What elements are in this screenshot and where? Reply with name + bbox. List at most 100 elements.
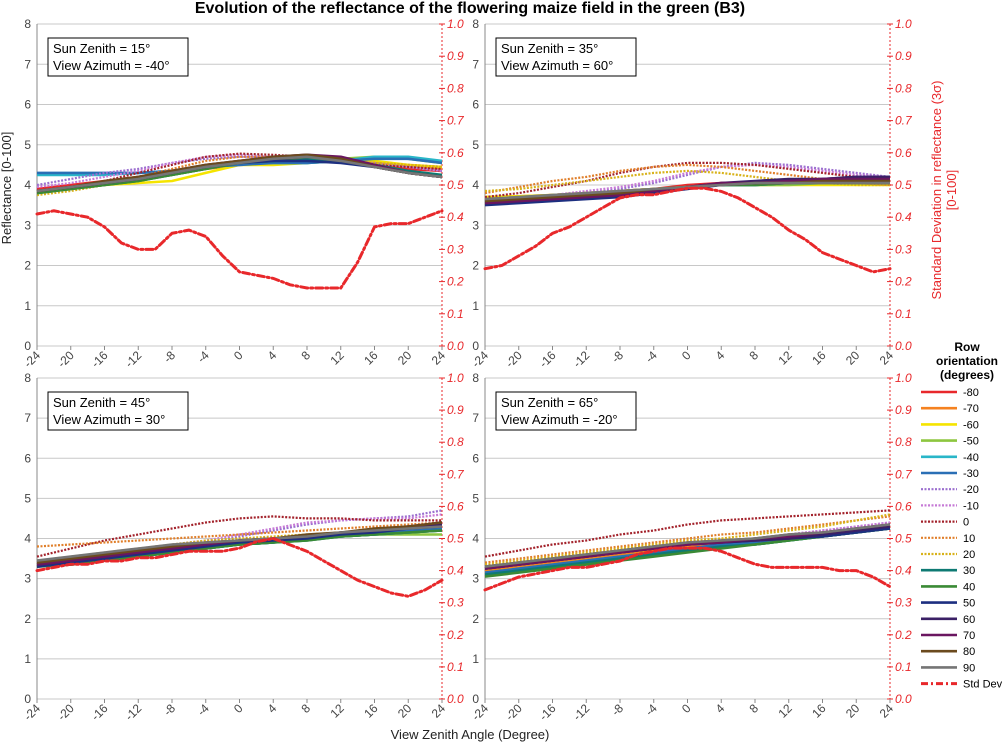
y-tick-label: 4 [24, 532, 31, 546]
y2-tick-label: 0.4 [895, 564, 912, 578]
annotation-box: Sun Zenith = 15° View Azimuth = -40° [47, 37, 189, 77]
x-tick-label: -16 [536, 348, 558, 370]
legend-label: 0 [963, 517, 969, 529]
x-tick-label: 8 [298, 348, 313, 363]
y-tick-label: 7 [24, 57, 31, 71]
x-tick-label: 8 [746, 348, 761, 363]
legend-items: -80 -70 -60 -50 -40 -30 -20 -10 0 10 20 30 40 50 60 70 8… [921, 387, 1003, 691]
y2-tick-label: 0.3 [447, 242, 464, 256]
y-tick-label: 4 [472, 532, 479, 546]
y-tick-label: 0 [472, 339, 479, 353]
x-tick-label: -4 [642, 348, 660, 366]
y2-tick-label: 0.2 [895, 275, 912, 289]
y2-tick-label: 0.9 [447, 403, 464, 417]
y2-tick-label: 0.7 [895, 467, 913, 481]
x-tick-label: -8 [609, 701, 627, 719]
y-tick-label: 6 [24, 451, 31, 465]
legend-label: -80 [963, 387, 979, 399]
y-tick-label: 6 [24, 98, 31, 112]
y2-tick-label: 0.2 [447, 628, 464, 642]
series-line-10 [484, 515, 891, 564]
y2-tick-label: 0.1 [447, 660, 464, 674]
x-tick-label: -8 [161, 348, 179, 366]
y-tick-label: 8 [24, 371, 31, 385]
y-tick-label: 8 [24, 17, 31, 31]
y2-tick-label: 1.0 [895, 17, 912, 31]
y2-tick-label: 0.4 [447, 210, 464, 224]
legend-label: Std Dev [963, 679, 1003, 691]
legend-item--70: -70 [921, 403, 979, 415]
legend-item--10: -10 [921, 500, 979, 512]
x-tick-label: -8 [609, 348, 627, 366]
legend-label: 30 [963, 565, 975, 577]
chart-panel-4: 0123456780.00.10.20.30.40.50.60.70.80.91… [469, 371, 913, 723]
legend-label: -40 [963, 452, 979, 464]
x-tick-label: 12 [328, 701, 348, 721]
y2-tick-label: 0.8 [895, 435, 912, 449]
x-tick-label: 16 [361, 348, 381, 368]
annotation-text: View Azimuth = -20° [501, 412, 618, 427]
x-tick-label: -12 [570, 701, 592, 723]
y-tick-label: 1 [472, 652, 479, 666]
x-tick-label: 20 [395, 701, 415, 721]
legend: Row orientation (degrees) -80 -70 -60 -50 -4… [921, 340, 1003, 691]
y2-tick-label: 0.5 [447, 532, 464, 546]
x-tick-label: 16 [809, 701, 829, 721]
series-line-90 [484, 523, 891, 568]
legend-item-0: 0 [921, 517, 969, 529]
annotation-frame [47, 37, 189, 77]
y2-tick-label: 0.9 [895, 49, 912, 63]
y-tick-label: 1 [24, 652, 31, 666]
series-line-20 [484, 169, 890, 193]
legend-label: 60 [963, 614, 975, 626]
annotation-text: Sun Zenith = 15° [53, 41, 150, 56]
annotation-frame [495, 37, 637, 77]
y-tick-label: 3 [24, 218, 31, 232]
legend-label: -20 [963, 484, 979, 496]
y-tick-label: 3 [24, 572, 31, 586]
std-dev-line [35, 536, 444, 598]
y2-tick-label: 0.6 [895, 146, 912, 160]
y2-tick-label: 0.8 [447, 435, 464, 449]
x-tick-label: 20 [843, 348, 863, 368]
y2-tick-label: 1.0 [447, 17, 464, 31]
y2-axis-label-line1: Standard Deviation in reflectance (3σ) [929, 80, 944, 299]
x-tick-label: -12 [122, 701, 144, 723]
series-line-40 [36, 529, 443, 568]
x-tick-label: 20 [843, 701, 863, 721]
legend-item--80: -80 [921, 387, 979, 399]
y-tick-label: 2 [472, 259, 479, 273]
legend-title-line3: (degrees) [940, 368, 994, 382]
x-tick-label: -16 [88, 701, 110, 723]
y2-tick-label: 0.1 [895, 660, 912, 674]
y2-tick-label: 0.6 [447, 499, 464, 513]
annotation-box: Sun Zenith = 65° View Azimuth = -20° [495, 391, 637, 431]
x-tick-label: 4 [265, 348, 280, 363]
std-dev-line [483, 186, 892, 274]
y2-tick-label: 0.1 [895, 307, 912, 321]
legend-item-80: 80 [921, 646, 975, 658]
legend-item--50: -50 [921, 436, 979, 448]
y-tick-label: 2 [472, 612, 479, 626]
y-tick-label: 1 [472, 299, 479, 313]
x-tick-label: 4 [713, 701, 728, 716]
x-tick-label: 8 [746, 701, 761, 716]
y2-tick-label: 0.6 [895, 499, 912, 513]
legend-title-line1: Row [954, 340, 980, 354]
x-axis-label: View Zenith Angle (Degree) [391, 727, 550, 742]
legend-label: 10 [963, 533, 975, 545]
y-tick-label: 0 [24, 692, 31, 706]
x-tick-label: 0 [231, 348, 246, 363]
legend-label: -70 [963, 403, 979, 415]
chart-panel-1: 0123456780.00.10.20.30.40.50.60.70.80.91… [21, 17, 465, 370]
annotation-text: Sun Zenith = 65° [501, 395, 598, 410]
y-tick-label: 6 [472, 98, 479, 112]
y2-tick-label: 0.2 [895, 628, 912, 642]
series-line-0 [36, 515, 442, 558]
legend-item-60: 60 [921, 614, 975, 626]
x-tick-label: 24 [429, 348, 449, 368]
y-tick-label: 4 [472, 178, 479, 192]
legend-label: 40 [963, 581, 975, 593]
legend-item--40: -40 [921, 452, 979, 464]
x-tick-label: 0 [231, 701, 246, 716]
